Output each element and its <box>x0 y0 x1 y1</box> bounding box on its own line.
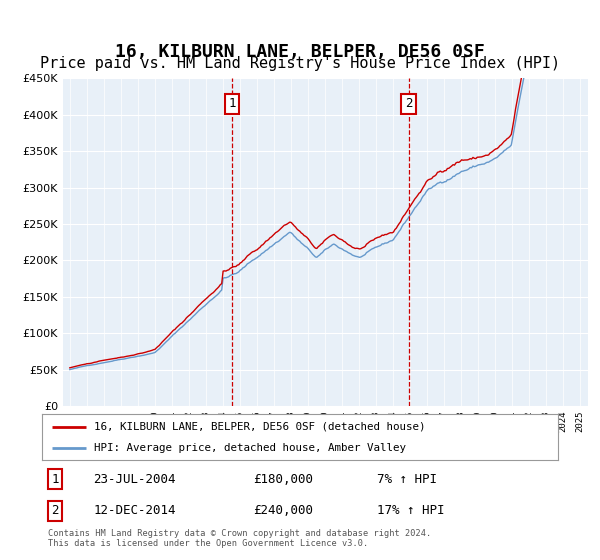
Text: 7% ↑ HPI: 7% ↑ HPI <box>377 473 437 486</box>
Text: 23-JUL-2004: 23-JUL-2004 <box>94 473 176 486</box>
Text: HPI: Average price, detached house, Amber Valley: HPI: Average price, detached house, Ambe… <box>94 443 406 453</box>
Text: 2: 2 <box>51 504 59 517</box>
Text: Contains HM Land Registry data © Crown copyright and database right 2024.
This d: Contains HM Land Registry data © Crown c… <box>48 529 431 548</box>
Text: Price paid vs. HM Land Registry's House Price Index (HPI): Price paid vs. HM Land Registry's House … <box>40 57 560 71</box>
Text: 16, KILBURN LANE, BELPER, DE56 0SF: 16, KILBURN LANE, BELPER, DE56 0SF <box>115 43 485 60</box>
Text: 12-DEC-2014: 12-DEC-2014 <box>94 504 176 517</box>
Text: £240,000: £240,000 <box>254 504 314 517</box>
Text: 16, KILBURN LANE, BELPER, DE56 0SF (detached house): 16, KILBURN LANE, BELPER, DE56 0SF (deta… <box>94 422 425 432</box>
Text: £180,000: £180,000 <box>254 473 314 486</box>
Text: 1: 1 <box>51 473 59 486</box>
Text: 1: 1 <box>229 97 236 110</box>
Text: 2: 2 <box>405 97 412 110</box>
Text: 17% ↑ HPI: 17% ↑ HPI <box>377 504 445 517</box>
